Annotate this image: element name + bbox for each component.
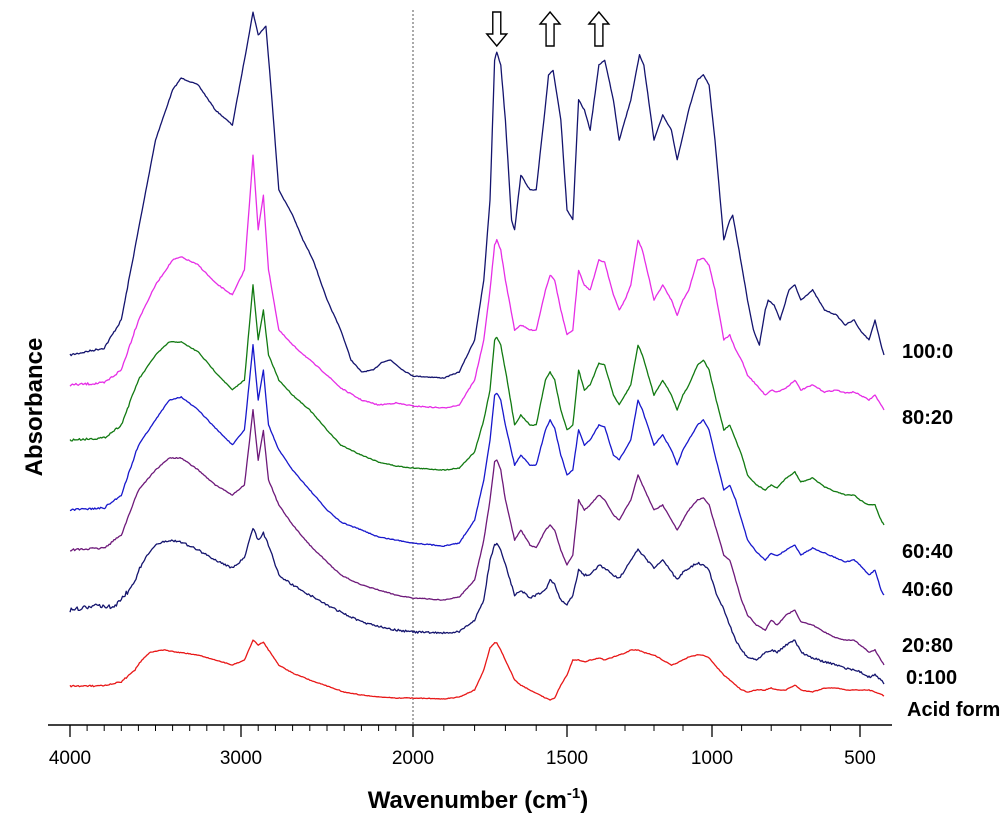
y-axis-title: Absorbance bbox=[21, 338, 48, 477]
series-label-4: 20:80 bbox=[902, 635, 953, 657]
series-label-5: 0:100 bbox=[906, 667, 957, 689]
series-label-6: Acid form bbox=[907, 699, 1000, 721]
series-layer bbox=[69, 11, 885, 701]
series-line-6 bbox=[69, 639, 885, 701]
x-tick-label-0: 4000 bbox=[49, 748, 91, 769]
series-labels: 100:0 80:20 60:40 40:60 20:80 0:100 Acid form bbox=[902, 341, 1000, 721]
series-line-5 bbox=[69, 527, 885, 685]
series-label-2: 60:40 bbox=[902, 541, 953, 563]
series-label-3: 40:60 bbox=[902, 579, 953, 601]
x-axis-title-text: Wavenumber (cm bbox=[368, 787, 567, 814]
x-tick-label-3: 1500 bbox=[546, 748, 588, 769]
x-ticks: 4000 3000 2000 1500 1000 500 bbox=[49, 725, 876, 769]
x-tick-label-5: 500 bbox=[844, 748, 876, 769]
series-label-1: 80:20 bbox=[902, 407, 953, 429]
arrow-layer bbox=[485, 10, 611, 48]
arrow-up-2 bbox=[587, 10, 611, 47]
x-tick-label-1: 3000 bbox=[220, 748, 262, 769]
x-axis-title-sup: -1 bbox=[567, 785, 580, 802]
x-axis-title: Wavenumber (cm-1) bbox=[368, 785, 589, 814]
arrow-up-1 bbox=[538, 10, 562, 47]
x-tick-label-4: 1000 bbox=[691, 748, 733, 769]
series-line-3 bbox=[69, 344, 885, 596]
arrow-down-0 bbox=[485, 11, 509, 48]
series-line-2 bbox=[69, 284, 885, 526]
x-axis-title-close: ) bbox=[580, 787, 588, 814]
series-line-1 bbox=[69, 154, 885, 411]
series-label-0: 100:0 bbox=[902, 341, 953, 363]
x-tick-label-2: 2000 bbox=[392, 748, 434, 769]
series-line-4 bbox=[69, 408, 885, 666]
series-line-0 bbox=[69, 11, 885, 379]
